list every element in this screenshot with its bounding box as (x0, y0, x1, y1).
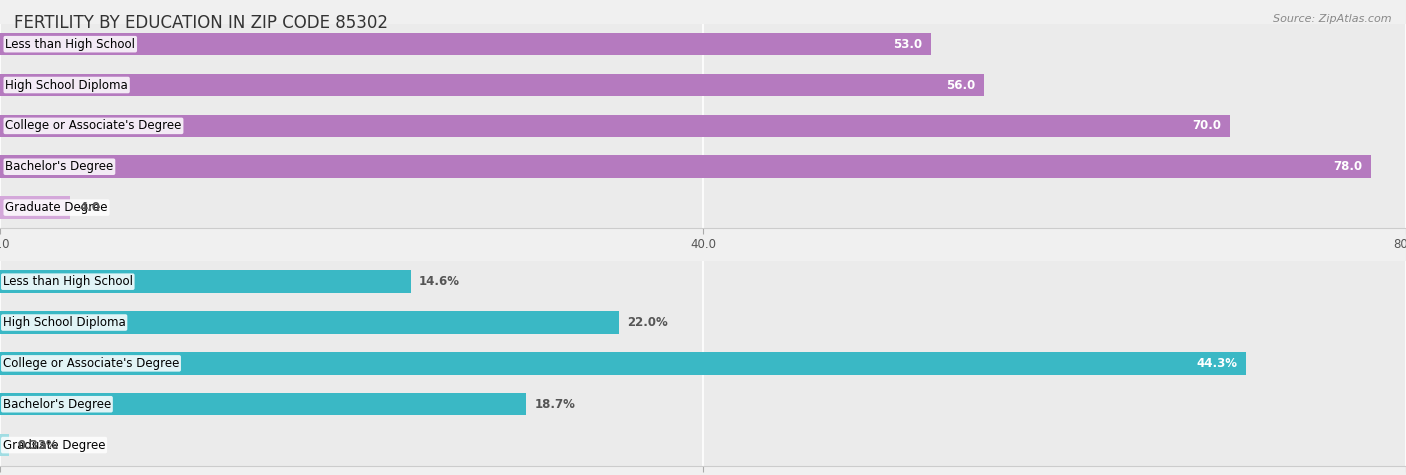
Text: 44.3%: 44.3% (1197, 357, 1237, 370)
Text: 4.0: 4.0 (79, 201, 100, 214)
Text: Less than High School: Less than High School (3, 275, 132, 288)
Text: 18.7%: 18.7% (534, 398, 575, 411)
Bar (0, 393, 526, 416)
Text: Source: ZipAtlas.com: Source: ZipAtlas.com (1274, 14, 1392, 24)
Bar (0, 74, 984, 96)
Text: College or Associate's Degree: College or Associate's Degree (6, 119, 181, 133)
Text: High School Diploma: High School Diploma (3, 316, 125, 329)
Text: 56.0: 56.0 (946, 78, 976, 92)
Text: 53.0: 53.0 (894, 38, 922, 51)
Text: Graduate Degree: Graduate Degree (6, 201, 108, 214)
Text: 14.6%: 14.6% (419, 275, 460, 288)
Bar (0, 311, 619, 334)
Text: FERTILITY BY EDUCATION IN ZIP CODE 85302: FERTILITY BY EDUCATION IN ZIP CODE 85302 (14, 14, 388, 32)
Text: Graduate Degree: Graduate Degree (3, 438, 105, 452)
Text: Bachelor's Degree: Bachelor's Degree (6, 160, 114, 173)
Text: Bachelor's Degree: Bachelor's Degree (3, 398, 111, 411)
Bar (0, 352, 1246, 375)
Text: 22.0%: 22.0% (627, 316, 668, 329)
Bar (0, 196, 70, 219)
Text: High School Diploma: High School Diploma (6, 78, 128, 92)
Text: Less than High School: Less than High School (6, 38, 135, 51)
Bar (0, 270, 411, 293)
Text: College or Associate's Degree: College or Associate's Degree (3, 357, 179, 370)
Bar (0, 434, 10, 456)
Text: 78.0: 78.0 (1333, 160, 1362, 173)
Bar (0, 155, 1371, 178)
Text: 0.33%: 0.33% (18, 438, 59, 452)
Bar (0, 114, 1230, 137)
Bar (0, 33, 931, 56)
Text: 70.0: 70.0 (1192, 119, 1222, 133)
